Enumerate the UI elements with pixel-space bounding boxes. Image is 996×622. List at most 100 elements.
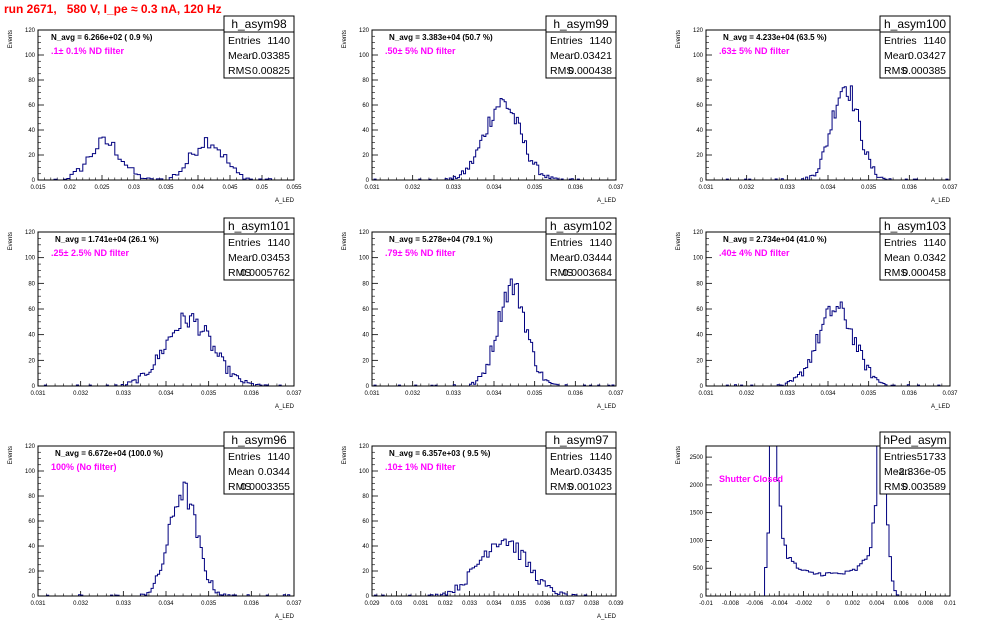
x-tick-label: 0.032 bbox=[739, 391, 755, 397]
stats-key: Entries bbox=[228, 237, 261, 249]
y-tick-label: 40 bbox=[362, 333, 369, 339]
x-axis-label: A_LED bbox=[597, 198, 617, 204]
x-tick-label: 0.03 bbox=[128, 185, 140, 191]
stats-key: Entries bbox=[884, 35, 917, 47]
y-tick-label: 0 bbox=[700, 594, 704, 600]
plot-frame-overlay bbox=[37, 29, 295, 181]
x-axis-label: A_LED bbox=[597, 404, 617, 410]
navg-label: N_avg = 5.278e+04 (79.1 %) bbox=[389, 235, 493, 244]
stats-frame bbox=[545, 15, 617, 79]
x-tick-label: 0.032 bbox=[73, 601, 89, 607]
filter-note: .79± 5% ND filter bbox=[385, 248, 456, 258]
histogram-line bbox=[706, 445, 950, 597]
stats-value-rms: 0.00825 bbox=[252, 65, 290, 77]
y-tick-label: 20 bbox=[696, 153, 703, 159]
y-tick-label: 0 bbox=[700, 178, 704, 184]
stats-box: h_asym96 Entries 1140 Mean 0.0344 RMS0.000335… bbox=[223, 431, 295, 495]
stats-key: Mean bbox=[884, 466, 910, 478]
x-tick-label: 0.035 bbox=[201, 391, 217, 397]
x-tick-label: 0 bbox=[826, 601, 830, 607]
x-tick-label: 0.031 bbox=[698, 391, 714, 397]
histogram-line bbox=[38, 136, 294, 181]
filter-note: .25± 2.5% ND filter bbox=[51, 248, 129, 258]
y-tick-label: 0 bbox=[700, 384, 704, 390]
plot-frame-overlay bbox=[371, 231, 617, 387]
stats-key: Mean bbox=[228, 50, 254, 62]
stats-key: RMS bbox=[228, 267, 251, 279]
stats-value-entries: 1140 bbox=[589, 237, 612, 249]
x-tick-label: 0.036 bbox=[244, 391, 260, 397]
y-tick-label: 40 bbox=[28, 333, 35, 339]
histogram-name: h_asym100 bbox=[884, 17, 946, 31]
y-axis-label: Events bbox=[676, 232, 682, 250]
x-tick-label: 0.037 bbox=[560, 601, 576, 607]
stats-box: h_asym102 Entries 1140 Mean0.03444RMS0.0003… bbox=[545, 217, 617, 281]
x-tick-label: -0.01 bbox=[699, 601, 713, 607]
stats-key: RMS bbox=[550, 481, 573, 493]
stats-frame bbox=[545, 431, 617, 495]
x-tick-label: 0.039 bbox=[608, 601, 624, 607]
x-axis-label: A_LED bbox=[931, 198, 951, 204]
stats-key: Mean bbox=[884, 252, 910, 264]
histogram-pad: 0.031 0.032 0.033 0.034 0.035 0.036 0.037 0 20 40… bbox=[342, 217, 624, 410]
x-tick-label: 0.033 bbox=[116, 391, 132, 397]
navg-label: N_avg = 6.357e+03 ( 9.5 %) bbox=[389, 449, 491, 458]
y-tick-label: 40 bbox=[696, 333, 703, 339]
x-tick-label: 0.02 bbox=[64, 185, 76, 191]
stats-key: Entries bbox=[884, 451, 917, 463]
histogram-pad: 0.029 0.03 0.031 0.032 0.033 0.034 0.035 0.036 0… bbox=[342, 431, 624, 620]
plot-frame-overlay bbox=[37, 231, 295, 387]
plot-frame-overlay bbox=[705, 231, 951, 387]
y-tick-label: 100 bbox=[693, 256, 704, 262]
histogram-line bbox=[38, 481, 294, 597]
x-tick-label: 0.006 bbox=[894, 601, 910, 607]
x-tick-label: -0.008 bbox=[722, 601, 740, 607]
stats-value-mean: 0.03453 bbox=[252, 252, 290, 264]
histogram-name: h_asym102 bbox=[550, 219, 612, 233]
x-tick-label: 0.037 bbox=[608, 185, 624, 191]
y-axis-label: Events bbox=[342, 232, 348, 250]
plot-frame-overlay bbox=[371, 29, 617, 181]
x-tick-label: 0.05 bbox=[256, 185, 268, 191]
stats-box: h_asym99 Entries 1140 Mean0.03421RMS0.00043… bbox=[545, 15, 617, 79]
stats-key: Entries bbox=[228, 35, 261, 47]
stats-value-entries: 1140 bbox=[923, 35, 946, 47]
stats-frame bbox=[545, 217, 617, 281]
filter-note: .50± 5% ND filter bbox=[385, 46, 456, 56]
stats-key: RMS bbox=[884, 481, 907, 493]
x-tick-label: 0.035 bbox=[527, 391, 543, 397]
y-tick-label: 60 bbox=[28, 519, 35, 525]
x-tick-label: 0.032 bbox=[405, 391, 421, 397]
stats-box: h_asym97 Entries 1140 Mean0.03435RMS0.00102… bbox=[545, 431, 617, 495]
x-axis-label: A_LED bbox=[275, 198, 295, 204]
x-tick-label: 0.034 bbox=[486, 185, 502, 191]
x-tick-label: 0.033 bbox=[780, 391, 796, 397]
x-tick-label: 0.035 bbox=[158, 185, 174, 191]
stats-value-entries: 1140 bbox=[267, 35, 290, 47]
x-tick-label: 0.036 bbox=[902, 391, 918, 397]
histogram-pad: 0.031 0.032 0.033 0.034 0.035 0.036 0.037 0 20 40… bbox=[342, 15, 624, 204]
x-tick-label: 0.015 bbox=[30, 185, 46, 191]
x-tick-label: 0.035 bbox=[201, 601, 217, 607]
y-tick-label: 20 bbox=[28, 569, 35, 575]
x-tick-label: 0.031 bbox=[30, 601, 46, 607]
x-tick-label: 0.035 bbox=[511, 601, 527, 607]
y-tick-label: 100 bbox=[359, 256, 370, 262]
histogram-name: h_asym98 bbox=[231, 17, 287, 31]
x-tick-label: -0.002 bbox=[795, 601, 813, 607]
filter-note: .1± 0.1% ND filter bbox=[51, 46, 124, 56]
x-tick-label: 0.037 bbox=[942, 391, 958, 397]
histogram-line bbox=[38, 312, 294, 387]
y-tick-label: 60 bbox=[362, 519, 369, 525]
stats-value-rms: 0.001023 bbox=[568, 481, 612, 493]
x-tick-label: 0.036 bbox=[568, 391, 584, 397]
plot-frame-overlay bbox=[37, 445, 295, 597]
y-tick-label: 60 bbox=[696, 307, 703, 313]
stats-value-rms: 0.0003355 bbox=[240, 481, 290, 493]
y-tick-label: 0 bbox=[32, 594, 36, 600]
y-axis-label: Events bbox=[8, 30, 14, 48]
x-tick-label: 0.036 bbox=[535, 601, 551, 607]
stats-frame bbox=[879, 217, 951, 281]
plot-frame-overlay bbox=[705, 29, 951, 181]
